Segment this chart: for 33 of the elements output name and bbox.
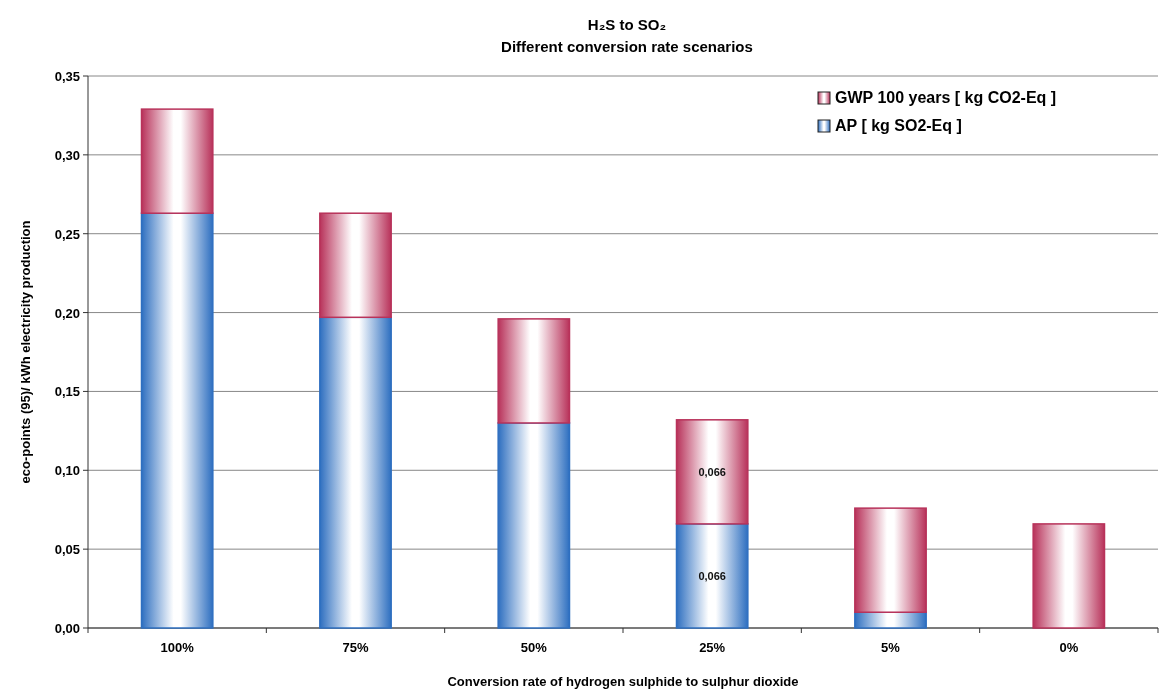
x-tick-label: 100% bbox=[160, 640, 195, 655]
x-tick-label: 75% bbox=[342, 640, 369, 655]
x-tick-label: 25% bbox=[699, 640, 726, 655]
data-label: 0,066 bbox=[698, 569, 726, 582]
bar bbox=[1032, 523, 1106, 629]
bar bbox=[319, 316, 392, 629]
bar bbox=[497, 422, 571, 629]
y-tick-label: 0,25 bbox=[54, 226, 80, 242]
data-label: 0,066 bbox=[698, 465, 726, 478]
x-tick-label: 0% bbox=[1059, 640, 1079, 655]
chart-title: H₂S to SO₂ bbox=[587, 16, 667, 33]
bar bbox=[854, 507, 927, 613]
bar bbox=[497, 318, 571, 424]
x-tick-label: 50% bbox=[520, 640, 548, 655]
y-tick-label: 0,20 bbox=[54, 305, 80, 321]
y-tick-label: 0,15 bbox=[54, 384, 80, 400]
bar bbox=[675, 523, 749, 629]
y-tick-label: 0,30 bbox=[54, 147, 80, 163]
y-tick-label: 0,05 bbox=[54, 542, 80, 558]
x-tick-label: 5% bbox=[881, 640, 901, 655]
y-tick-label: 0,00 bbox=[54, 621, 80, 636]
chart-subtitle: Different conversion rate scenarios bbox=[501, 38, 753, 55]
legend-label: AP [ kg SO2-Eq ] bbox=[835, 117, 962, 134]
y-axis-title: eco-points (95)/ kWh electricity production bbox=[18, 220, 33, 484]
y-tick-label: 0,10 bbox=[54, 463, 80, 479]
bar bbox=[140, 108, 214, 214]
legend-label: GWP 100 years [ kg CO2-Eq ] bbox=[835, 89, 1057, 106]
bar bbox=[675, 419, 749, 525]
bar bbox=[140, 212, 214, 629]
x-axis-title: Conversion rate of hydrogen sulphide to sulphur dioxide bbox=[447, 674, 799, 689]
bar bbox=[319, 212, 392, 319]
bar bbox=[854, 611, 927, 629]
y-tick-label: 0,35 bbox=[54, 69, 80, 84]
